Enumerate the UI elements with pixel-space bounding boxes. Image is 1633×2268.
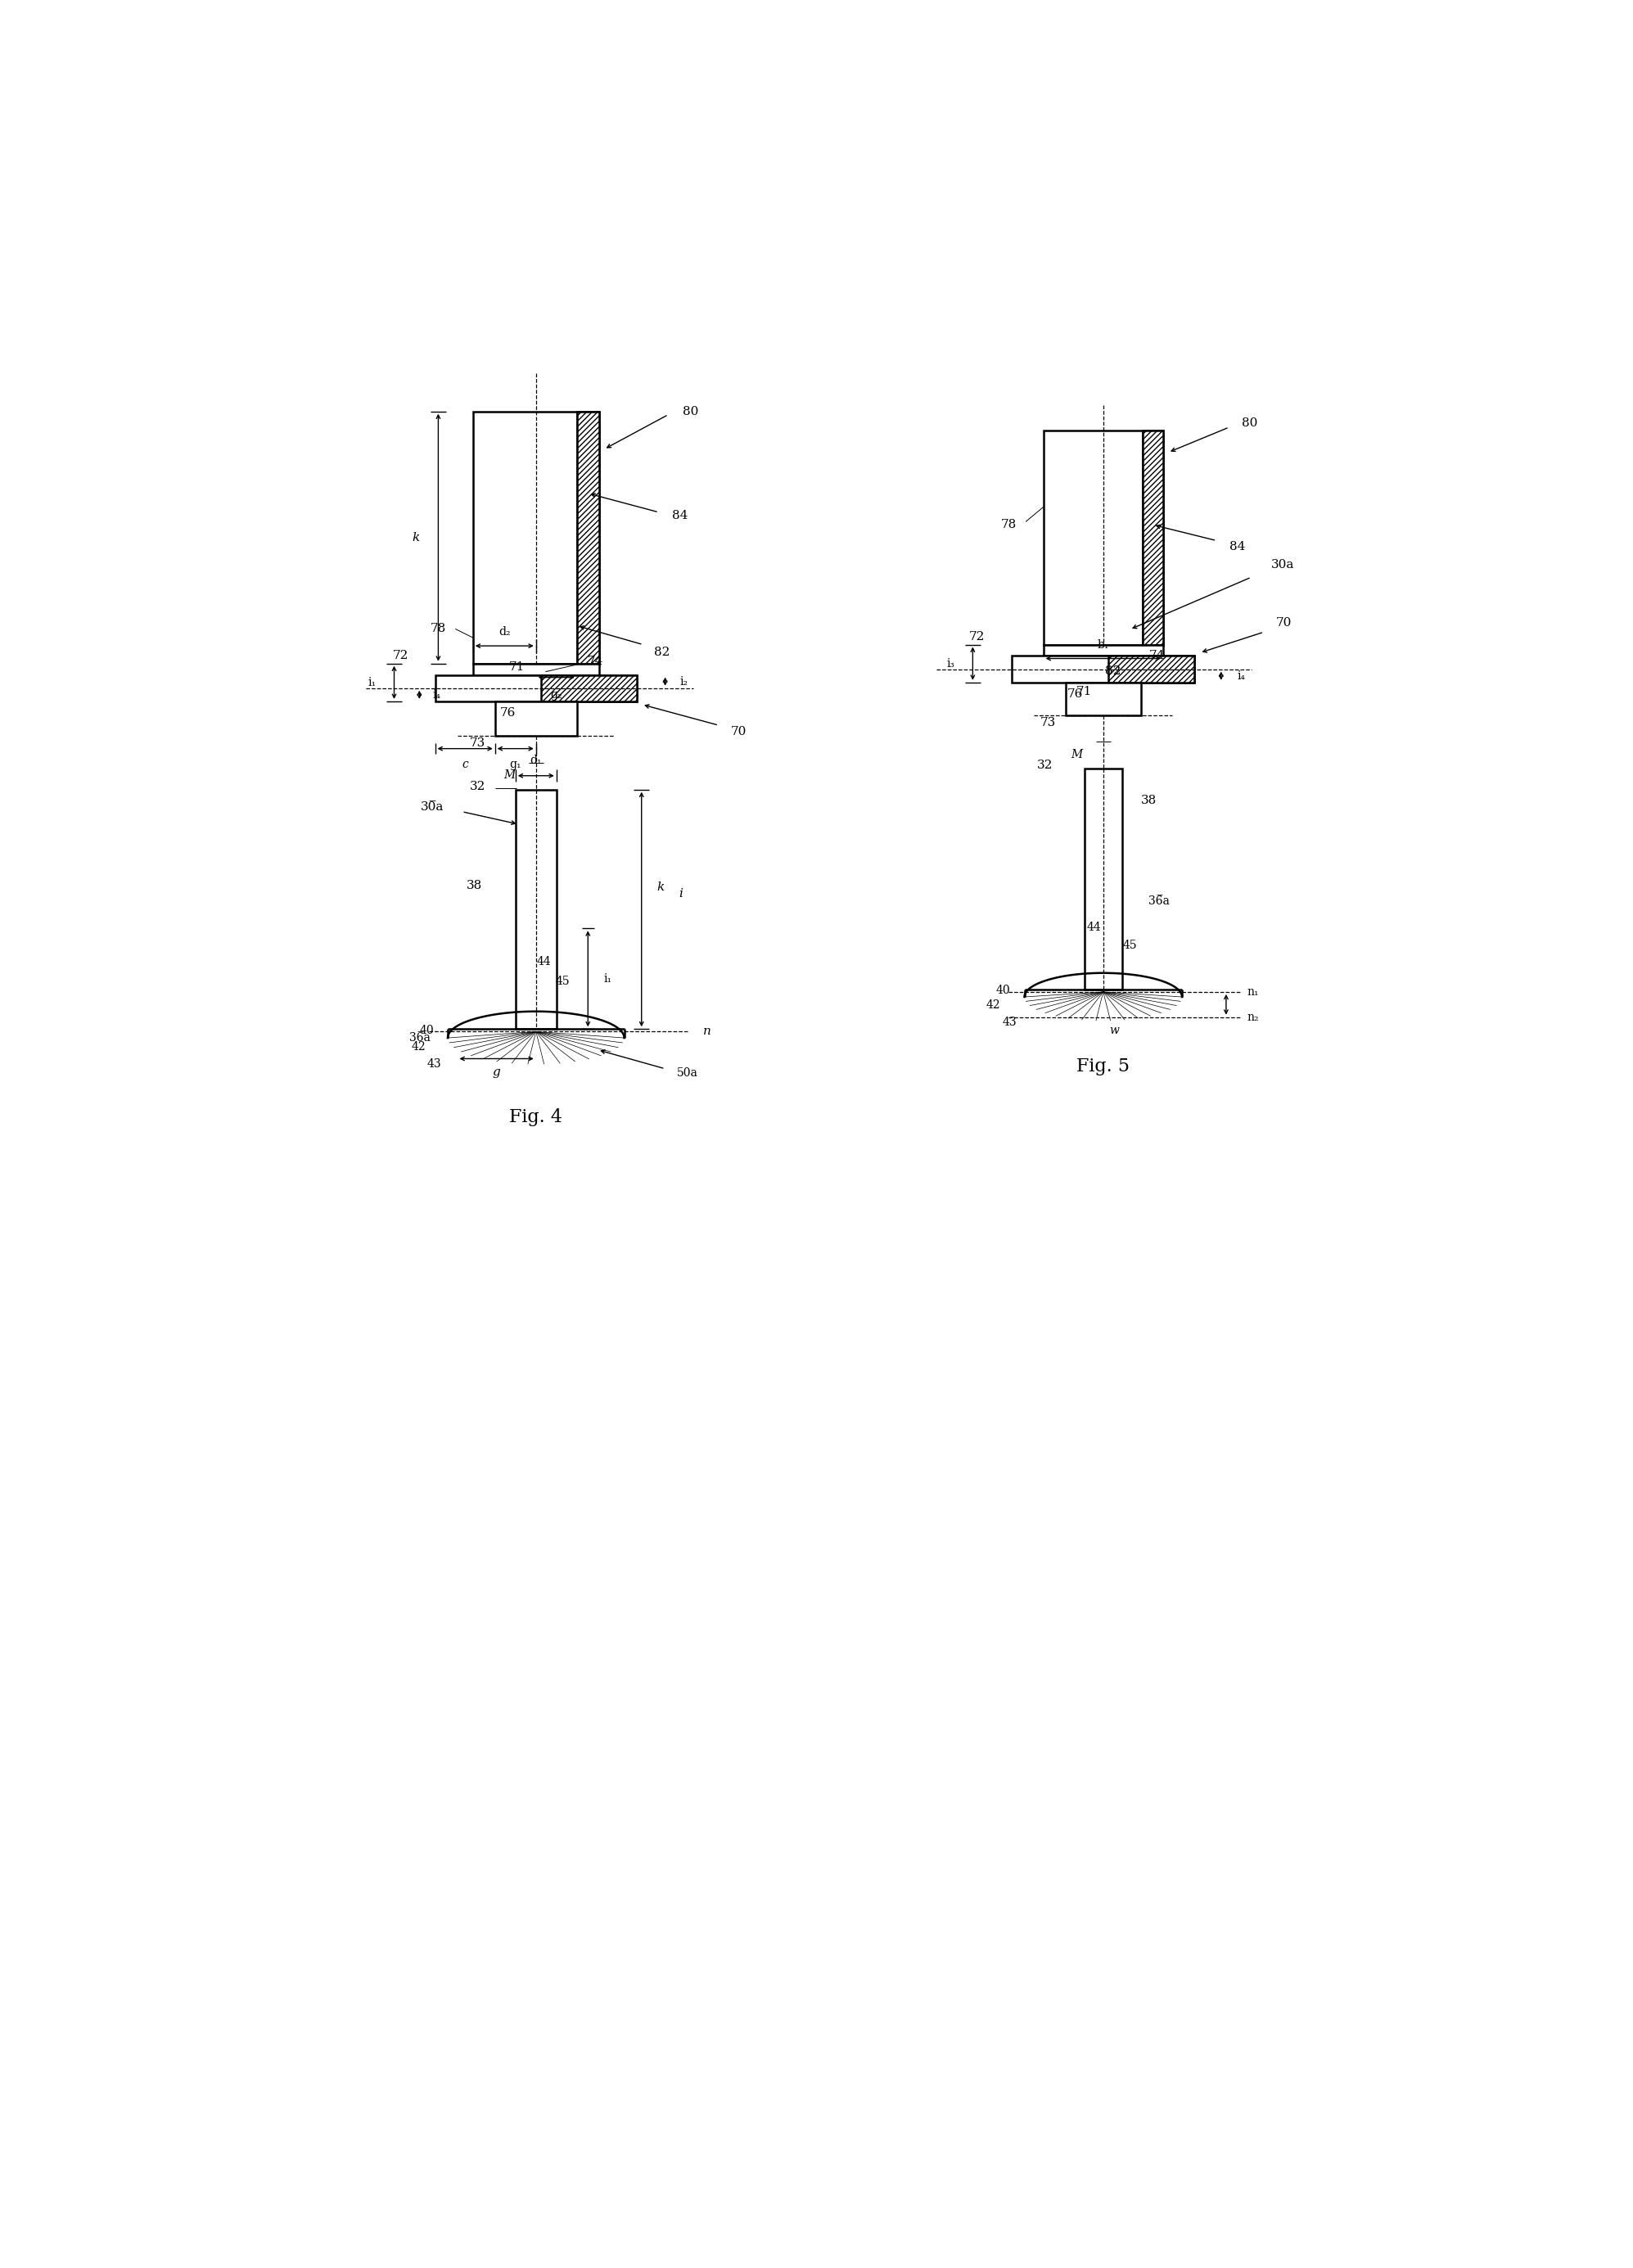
Text: 76: 76 <box>1066 687 1083 699</box>
Text: 45: 45 <box>555 975 570 987</box>
Text: 40: 40 <box>420 1025 434 1036</box>
Text: i₁: i₁ <box>367 676 376 687</box>
Text: 72: 72 <box>970 631 985 642</box>
Text: 43: 43 <box>1003 1016 1017 1027</box>
Text: 80: 80 <box>1243 417 1257 429</box>
Text: d₁: d₁ <box>531 755 542 767</box>
Text: 71: 71 <box>1076 685 1092 696</box>
Bar <box>474 411 599 665</box>
Text: 42: 42 <box>412 1041 426 1052</box>
Text: n: n <box>704 1025 712 1036</box>
Bar <box>1043 431 1163 644</box>
Text: i₄: i₄ <box>1238 669 1246 683</box>
Text: 30a: 30a <box>1270 558 1295 569</box>
Text: 70: 70 <box>732 726 746 737</box>
Text: 80: 80 <box>683 406 699 417</box>
Bar <box>495 701 576 737</box>
Text: 40: 40 <box>996 984 1011 996</box>
Bar <box>434 676 637 701</box>
Bar <box>1143 431 1163 644</box>
Text: 50a: 50a <box>676 1068 697 1080</box>
Bar <box>541 676 637 701</box>
Text: g₁: g₁ <box>509 758 521 771</box>
Text: 76: 76 <box>500 708 516 719</box>
Text: 38: 38 <box>1141 794 1156 805</box>
Text: 84: 84 <box>1230 542 1246 553</box>
Text: Fig. 5: Fig. 5 <box>1076 1057 1130 1075</box>
Text: 36̅a: 36̅a <box>1148 896 1169 907</box>
Text: 44: 44 <box>1086 921 1101 934</box>
Text: 73: 73 <box>469 737 485 748</box>
Text: 38: 38 <box>467 880 482 891</box>
Text: c: c <box>462 758 469 771</box>
Text: 36̅a: 36̅a <box>408 1032 429 1043</box>
Text: n₂: n₂ <box>1246 1012 1259 1023</box>
Text: 84: 84 <box>671 510 687 522</box>
Text: 82: 82 <box>655 646 670 658</box>
Text: g: g <box>493 1066 501 1077</box>
Text: 72: 72 <box>392 651 408 662</box>
Text: 44: 44 <box>536 957 550 968</box>
Text: 82: 82 <box>1106 665 1120 676</box>
Text: g₂: g₂ <box>550 689 562 701</box>
Text: 30̅a: 30̅a <box>421 801 444 812</box>
Text: 78: 78 <box>1001 519 1016 531</box>
Text: 73: 73 <box>1040 717 1055 728</box>
Text: 32: 32 <box>1037 760 1053 771</box>
Text: 42: 42 <box>986 1000 1001 1012</box>
Bar <box>1065 683 1141 714</box>
Text: i₁: i₁ <box>604 973 612 984</box>
Bar <box>576 411 599 665</box>
Text: k: k <box>656 882 665 894</box>
Text: w: w <box>1110 1025 1119 1036</box>
Text: d₂: d₂ <box>498 626 511 637</box>
Text: i₂: i₂ <box>679 676 687 687</box>
Text: n₁: n₁ <box>1246 987 1259 998</box>
Text: 45: 45 <box>1122 939 1137 950</box>
Text: b₁: b₁ <box>1097 640 1109 651</box>
Text: 78: 78 <box>431 624 446 635</box>
Text: M: M <box>1071 748 1083 760</box>
Text: i: i <box>679 887 683 900</box>
Text: 70: 70 <box>1275 617 1292 628</box>
Text: 74: 74 <box>1150 651 1164 662</box>
Text: k: k <box>413 531 420 544</box>
Text: i₃: i₃ <box>947 658 955 669</box>
Text: i₄: i₄ <box>433 689 441 701</box>
Bar <box>516 789 557 1030</box>
Text: Fig. 4: Fig. 4 <box>509 1109 562 1127</box>
Bar <box>1043 644 1163 655</box>
Text: 71: 71 <box>509 662 524 674</box>
Text: M: M <box>503 769 516 780</box>
Bar <box>1012 655 1195 683</box>
Text: 32: 32 <box>470 780 485 792</box>
Bar <box>1109 655 1195 683</box>
Bar <box>474 665 599 676</box>
Text: 43: 43 <box>426 1057 441 1070</box>
Bar <box>1084 769 1122 989</box>
Text: 74: 74 <box>588 655 604 667</box>
